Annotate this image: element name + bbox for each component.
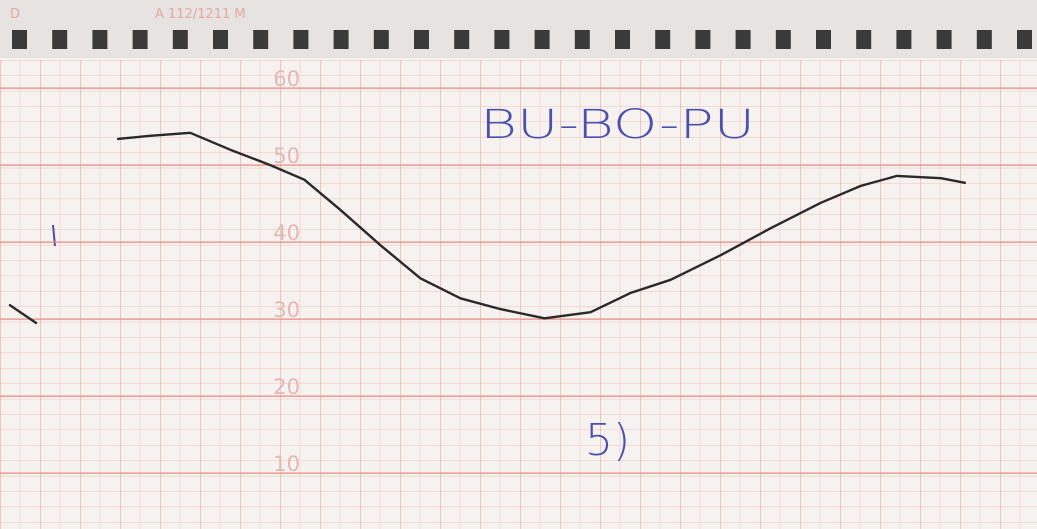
sprocket-hole bbox=[736, 30, 751, 49]
sprocket-hole bbox=[494, 30, 509, 49]
sprocket-hole bbox=[615, 30, 630, 49]
y-tick-label: 50 bbox=[273, 144, 300, 168]
y-tick-label: 40 bbox=[273, 221, 300, 245]
sprocket-hole bbox=[655, 30, 670, 49]
sprocket-hole bbox=[12, 30, 27, 49]
sprocket-hole bbox=[414, 30, 429, 49]
sprocket-hole bbox=[695, 30, 710, 49]
sprocket-hole bbox=[213, 30, 228, 49]
sprocket-hole bbox=[776, 30, 791, 49]
sprocket-hole bbox=[937, 30, 952, 49]
sprocket-hole bbox=[816, 30, 831, 49]
sprocket-hole bbox=[896, 30, 911, 49]
sprocket-hole bbox=[535, 30, 550, 49]
sprocket-hole bbox=[173, 30, 188, 49]
chart: D A 112/1211 M BU-BO-PU 5) 10 20 30 40 50 60 bbox=[0, 0, 1037, 529]
y-tick-label: 60 bbox=[273, 67, 300, 91]
handwritten-annotation: 5) bbox=[585, 415, 630, 466]
sprocket-hole bbox=[52, 30, 67, 49]
y-tick-label: 20 bbox=[273, 375, 300, 399]
y-tick-label: 30 bbox=[273, 298, 300, 322]
corner-mark: D bbox=[10, 7, 20, 22]
sprocket-hole bbox=[374, 30, 389, 49]
sprocket-hole bbox=[92, 30, 107, 49]
header-code: A 112/1211 M bbox=[155, 7, 246, 22]
y-tick-label: 10 bbox=[273, 452, 300, 476]
sprocket-hole bbox=[253, 30, 268, 49]
sprocket-hole bbox=[575, 30, 590, 49]
handwritten-title: BU-BO-PU bbox=[480, 102, 755, 148]
sprocket-hole bbox=[293, 30, 308, 49]
sprocket-hole bbox=[1017, 30, 1032, 49]
sprocket-hole bbox=[454, 30, 469, 49]
sprocket-hole bbox=[856, 30, 871, 49]
sprocket-hole bbox=[133, 30, 148, 49]
sprocket-hole bbox=[334, 30, 349, 49]
sprocket-hole bbox=[977, 30, 992, 49]
